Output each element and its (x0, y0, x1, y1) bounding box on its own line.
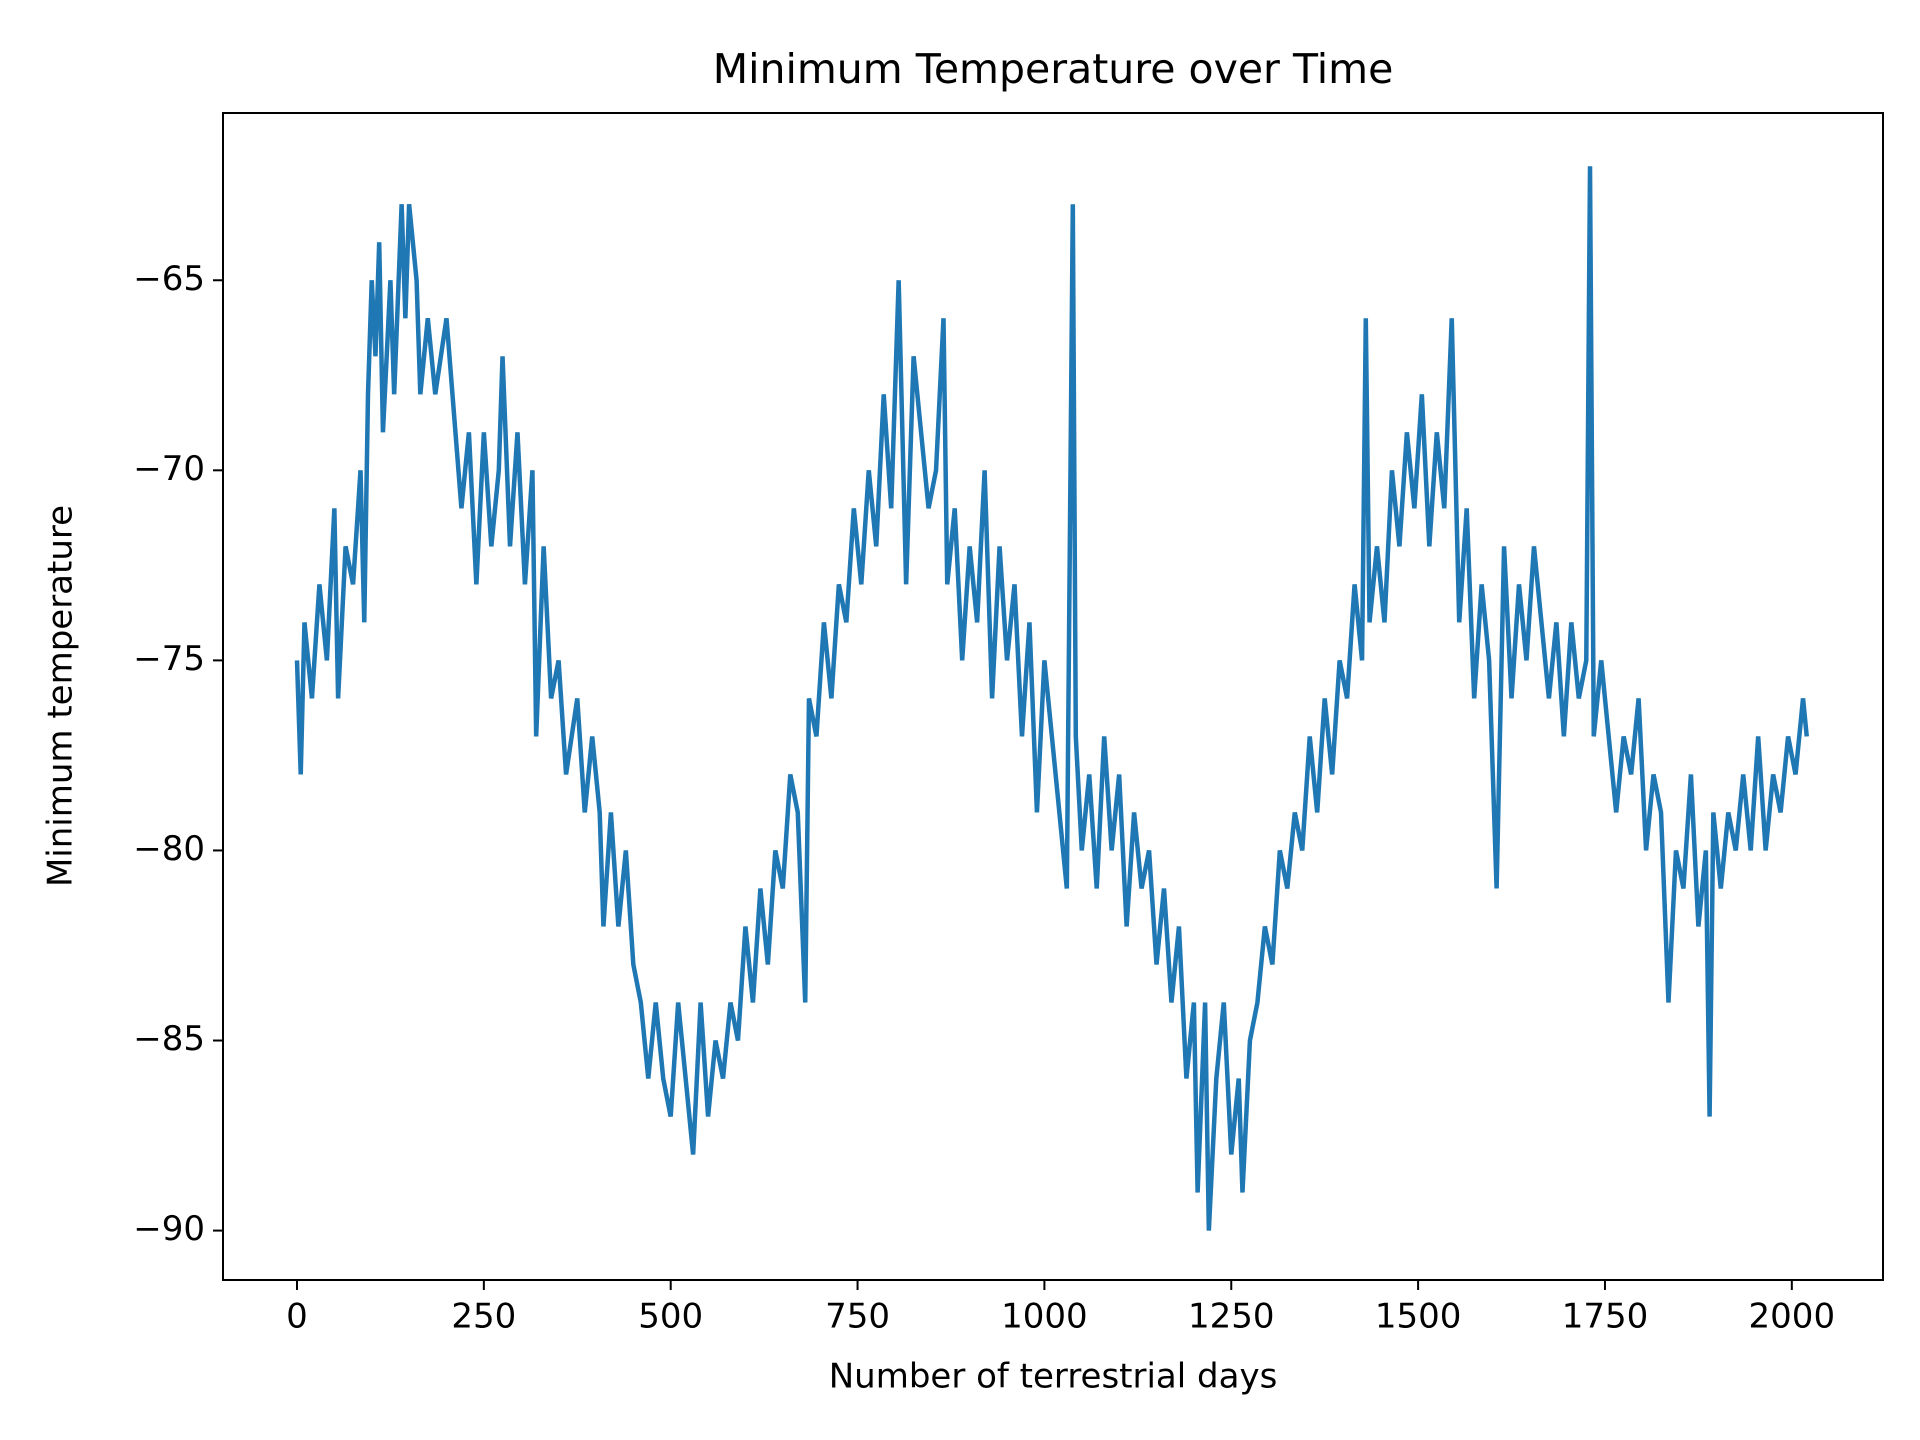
x-tick-label: 2000 (1749, 1297, 1836, 1337)
y-tick-label: −65 (133, 259, 205, 299)
x-tick-label: 1500 (1375, 1297, 1462, 1337)
x-tick-label: 250 (451, 1297, 516, 1337)
x-tick-label: 1750 (1562, 1297, 1649, 1337)
x-tick-label: 0 (286, 1297, 308, 1337)
y-tick-label: −85 (133, 1019, 205, 1059)
plot-frame (222, 112, 1884, 1281)
x-tick-label: 1250 (1188, 1297, 1275, 1337)
chart-title: Minimum Temperature over Time (713, 45, 1394, 93)
y-tick-label: −70 (133, 449, 205, 489)
y-tick-label: −90 (133, 1209, 205, 1249)
y-tick-label: −80 (133, 829, 205, 869)
y-axis-label: Minimum temperature (41, 505, 81, 887)
x-tick-label: 1000 (1001, 1297, 1088, 1337)
y-tick-label: −75 (133, 639, 205, 679)
x-axis-label: Number of terrestrial days (829, 1357, 1278, 1397)
data-line (294, 166, 1809, 1231)
x-tick-label: 750 (825, 1297, 890, 1337)
x-tick-label: 500 (638, 1297, 703, 1337)
